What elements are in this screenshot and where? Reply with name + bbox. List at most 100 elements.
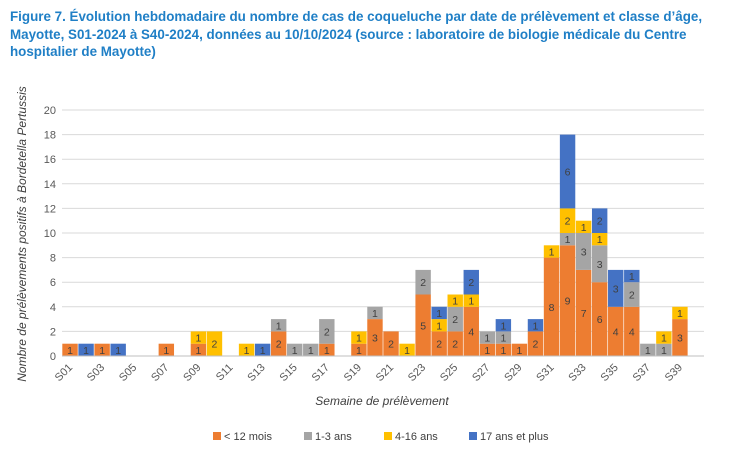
bar-segment: [575, 233, 592, 270]
bar-data-label: 1: [404, 345, 410, 357]
bar-data-label: 7: [581, 308, 587, 320]
bar-segment: [78, 343, 94, 356]
x-tick-label: S11: [214, 362, 236, 384]
bar-data-label: 2: [565, 216, 571, 228]
y-axis-title: Nombre de prélèvements positifs à Bordet…: [15, 86, 29, 381]
x-tick-label: S25: [438, 362, 460, 384]
bar-segment: [640, 343, 656, 356]
bar-data-label: 5: [420, 320, 426, 332]
y-tick-label: 16: [44, 154, 56, 166]
x-tick-label: S17: [310, 362, 332, 384]
bar-segment: [624, 306, 640, 356]
bar-segment: [608, 269, 624, 307]
bar-segment: [367, 306, 383, 320]
bar-data-label: 1: [677, 308, 683, 320]
bar-segment: [447, 294, 463, 307]
bar-segment: [94, 343, 110, 356]
x-tick-label: S31: [534, 362, 556, 384]
bar-segment: [351, 343, 367, 356]
x-tick-label: S19: [342, 362, 364, 384]
x-tick-label: S03: [85, 362, 107, 384]
bar-segment: [463, 306, 479, 356]
bar-data-label: 6: [565, 167, 571, 179]
legend-label: < 12 mois: [224, 431, 272, 443]
chart-title: Figure 7. Évolution hebdomadaire du nomb…: [10, 9, 703, 59]
bar-data-label: 1: [436, 308, 442, 320]
legend-label: 1-3 ans: [315, 431, 352, 443]
bar-segment: [608, 306, 624, 356]
bar-data-label: 4: [629, 326, 635, 338]
bar-data-label: 9: [565, 296, 571, 308]
bar-data-label: 1: [356, 333, 362, 345]
bar-data-label: 1: [115, 345, 121, 357]
bar-data-label: 1: [196, 333, 202, 345]
bar-segment: [495, 343, 512, 356]
bar-segment: [206, 331, 223, 356]
x-axis-title: Semaine de prélèvement: [315, 394, 449, 408]
bar-data-label: 4: [468, 326, 474, 338]
x-tick-label: S33: [566, 362, 588, 384]
bar-data-label: 2: [597, 216, 603, 228]
y-tick-label: 2: [50, 326, 56, 338]
y-tick-label: 4: [50, 302, 56, 314]
bar-data-label: 1: [83, 345, 89, 357]
x-axis-ticks: S01 S03 S05 S07 S09 S11 S13 S15 S17 S19 S21 S23 S25 S…: [53, 362, 685, 384]
bar-data-label: 3: [677, 333, 683, 345]
bar-segment: [543, 257, 560, 356]
bar-segment: [319, 319, 335, 344]
bar-data-label: 2: [420, 277, 426, 289]
bar-segment: [672, 306, 688, 320]
x-tick-label: S27: [470, 362, 492, 384]
bar-data-label: 2: [388, 339, 394, 351]
x-tick-label: S37: [631, 362, 653, 384]
x-tick-label: S13: [245, 362, 267, 384]
bar-segment: [303, 343, 319, 356]
bar-data-label: 3: [613, 283, 619, 295]
y-tick-label: 6: [50, 277, 56, 289]
bar-segment: [591, 233, 608, 246]
x-tick-label: S09: [181, 362, 203, 384]
bar-segment: [559, 233, 576, 246]
gridlines: [62, 109, 704, 332]
bar-segment: [559, 245, 576, 356]
bar-data-label: 1: [565, 234, 571, 246]
bar-segment: [158, 343, 175, 356]
bar-segment: [591, 208, 608, 233]
bar-segment: [624, 269, 640, 283]
bar-segment: [527, 319, 544, 332]
y-tick-label: 18: [44, 130, 56, 142]
bar-data-label: 3: [372, 333, 378, 345]
bar-segment: [62, 343, 78, 356]
bar-segment: [447, 331, 463, 356]
bar-data-label: 6: [597, 314, 603, 326]
bar-data-label: 1: [484, 345, 490, 357]
bar-data-label: 2: [212, 339, 218, 351]
bar-segment: [591, 245, 608, 283]
bar-segment: [431, 306, 447, 320]
bar-data-label: 1: [661, 345, 667, 357]
bar-data-label: 1: [244, 345, 250, 357]
bar-data-label: 3: [597, 259, 603, 271]
bar-data-label: 1: [645, 345, 651, 357]
bar-segment: [399, 343, 415, 356]
x-tick-label: S07: [149, 362, 171, 384]
bar-segment: [190, 331, 207, 344]
bar-segment: [367, 319, 383, 356]
x-tick-label: S39: [663, 362, 685, 384]
bar-segment: [624, 282, 640, 307]
bar-data-label: 2: [533, 339, 539, 351]
bar-data-label: 1: [500, 333, 506, 345]
bar-segment: [383, 331, 399, 356]
bar-data-label: 1: [500, 320, 506, 332]
legend-label: 17 ans et plus: [480, 431, 549, 443]
bar-data-label: 2: [324, 326, 330, 338]
bar-data-label: 2: [452, 314, 458, 326]
bar-data-label: 1: [292, 345, 298, 357]
bar-segment: [575, 269, 592, 356]
bar-data-label: 1: [517, 345, 523, 357]
bar-data-label: 1: [549, 246, 555, 258]
bar-segment: [190, 343, 207, 356]
bar-data-label: 1: [276, 320, 282, 332]
x-tick-label: S15: [278, 362, 300, 384]
